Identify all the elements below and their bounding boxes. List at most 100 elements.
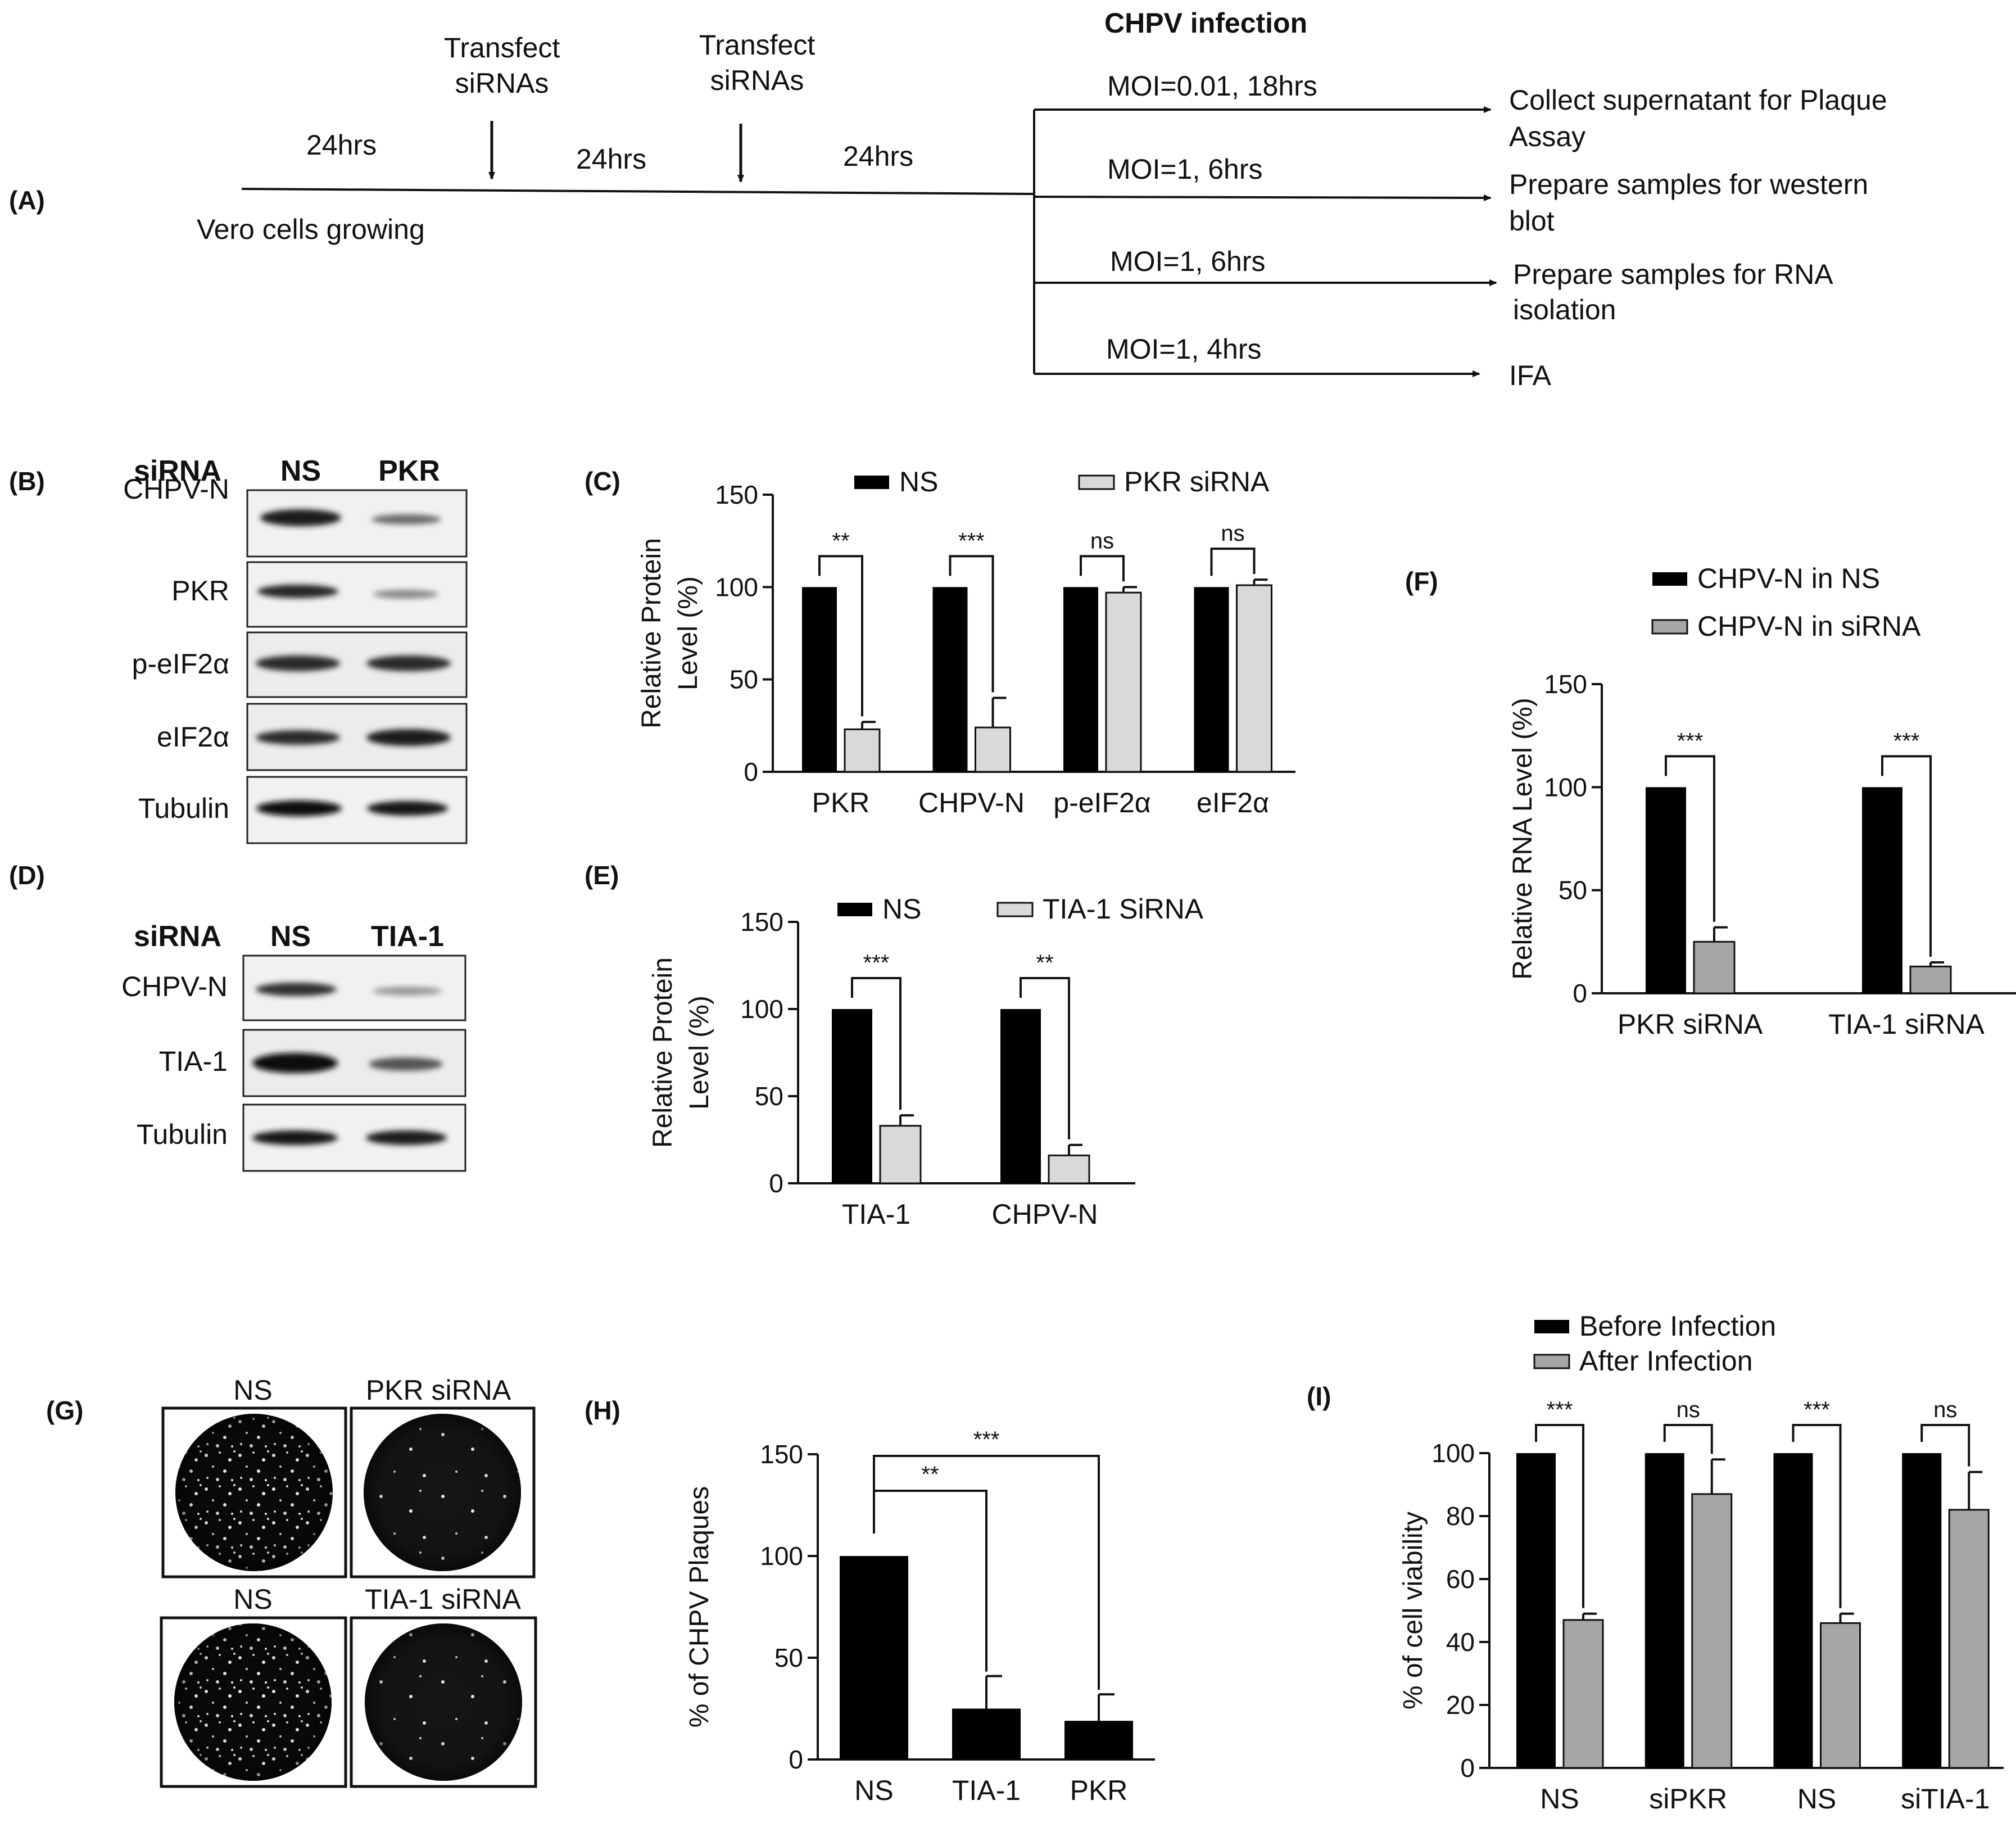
bar (1820, 1622, 1861, 1769)
y-tick-label: 100 (1431, 1439, 1475, 1468)
bar (840, 1556, 908, 1759)
branch-rna: MOI=1, 6hrs Prepare samples for RNA isol… (1034, 246, 1833, 325)
blot-b-row-header: siRNA (134, 455, 221, 487)
bar (1236, 584, 1272, 773)
y-axis-title: % of cell viability (1398, 1512, 1428, 1709)
legend-label: Before Infection (1579, 1310, 1776, 1342)
chart-i-cell-viability: 0 20 40 60 80 100 % of cell viability *** NS ns si… (1398, 1310, 2004, 1815)
blot-d-label-tia1: TIA-1 (159, 1046, 228, 1077)
blot-b-label-p-eif2a: p-eIF2α (132, 648, 229, 680)
bar (952, 1708, 1021, 1759)
y-axis-title: Level (%) (685, 996, 714, 1110)
significance-label: *** (1893, 729, 1920, 753)
bar (1646, 787, 1686, 993)
significance-label: ns (1221, 521, 1244, 546)
y-tick-label: 150 (760, 1440, 803, 1469)
y-tick-label: 0 (1573, 979, 1587, 1008)
branch-1-outcome-line2: Assay (1509, 121, 1585, 152)
plaque-label-ns-bottom: NS (233, 1584, 272, 1615)
significance-label: *** (973, 1427, 1000, 1452)
significance-label: ns (1090, 528, 1114, 553)
transfect-2-line1: Transfect (699, 29, 816, 61)
y-axis-title: Relative Protein (637, 538, 667, 729)
legend-label: CHPV-N in NS (1697, 563, 1880, 594)
legend-swatch (1652, 572, 1687, 586)
y-tick-label: 50 (1559, 876, 1587, 905)
x-tick-label: p-eIF2α (1053, 787, 1150, 818)
bar (879, 1125, 922, 1184)
y-tick-label: 100 (1544, 772, 1587, 802)
y-tick-label: 150 (740, 907, 783, 937)
significance-bracket (818, 555, 863, 717)
branch-4-outcome: IFA (1509, 360, 1552, 391)
significance-bracket (1881, 755, 1932, 957)
legend-swatch (996, 902, 1034, 917)
x-tick-label: siTIA-1 (1901, 1783, 1990, 1815)
panel-f-letter: (F) (1405, 567, 1438, 596)
blot-d-lane-ns: NS (270, 920, 311, 953)
y-tick-label: 150 (1544, 670, 1587, 699)
x-tick-label: NS (854, 1775, 893, 1806)
y-axis-title: Relative Protein (648, 957, 678, 1148)
blot-b-label-eif2a: eIF2α (157, 721, 229, 753)
panel-a-letter: (A) (9, 186, 45, 215)
significance-label: *** (958, 528, 985, 553)
x-tick-label: TIA-1 siRNA (1828, 1008, 1985, 1040)
significance-label: *** (1804, 1397, 1830, 1422)
plaque-label-pkr: PKR siRNA (366, 1374, 511, 1406)
blot-b-strip-tubulin: Tubulin (138, 776, 468, 844)
x-tick-label: PKR siRNA (1618, 1008, 1763, 1040)
blot-b-label-tubulin: Tubulin (138, 793, 229, 824)
significance-bracket (1210, 548, 1256, 576)
y-tick-label: 0 (789, 1745, 803, 1774)
bar (1773, 1453, 1813, 1768)
bar (1862, 787, 1902, 993)
duration-1: 24hrs (306, 129, 377, 161)
plaque-well-ns-bottom (160, 1616, 347, 1788)
bar (1691, 1493, 1733, 1769)
transfect-2-line2: siRNAs (710, 65, 804, 96)
significance-bracket (949, 555, 994, 693)
panel-e-letter: (E) (585, 861, 619, 890)
bar (1516, 1453, 1556, 1768)
bar (932, 587, 968, 772)
transfect-step-1: Transfect siRNAs (444, 32, 560, 180)
y-tick-label: 0 (769, 1169, 783, 1198)
y-axis-title: Level (%) (673, 576, 703, 690)
infection-header: CHPV infection (1104, 7, 1307, 39)
x-tick-label: NS (1540, 1783, 1579, 1815)
blot-b-strip-p-eif2a: p-eIF2α (132, 631, 468, 698)
x-tick-label: TIA-1 (842, 1198, 910, 1230)
legend-label: PKR siRNA (1124, 466, 1270, 497)
branch-2-outcome-line2: blot (1509, 205, 1555, 237)
panel-h-letter: (H) (585, 1396, 620, 1425)
y-tick-label: 0 (1460, 1753, 1475, 1783)
plaque-well-tia1 (350, 1616, 537, 1788)
y-tick-label: 0 (744, 757, 758, 786)
x-tick-label: CHPV-N (992, 1198, 1098, 1230)
blot-b-strip-eif2a: eIF2α (157, 703, 468, 771)
legend-label: NS (899, 466, 938, 497)
y-axis-title: % of CHPV Plaques (685, 1486, 714, 1728)
x-tick-label: TIA-1 (952, 1775, 1021, 1806)
blot-b-label-chpv-n: CHPV-N (123, 473, 229, 505)
chart-e-protein-tia1: 0 50 100 150 Relative Protein Level (%) *** TIA… (648, 893, 1204, 1230)
legend-swatch (854, 476, 889, 489)
timeline-line (241, 188, 1035, 195)
bar (1105, 591, 1142, 773)
panel-g-plaque-assay: (G) NS PKR siRNA NS TIA-1 siRNA (46, 1374, 537, 1788)
blot-b-lane-pkr: PKR (378, 455, 440, 487)
blot-d-strip-tubulin: Tubulin (137, 1103, 466, 1172)
significance-label: ** (832, 528, 849, 553)
legend-label: TIA-1 SiRNA (1043, 893, 1204, 925)
bar (1064, 1721, 1133, 1759)
blot-b-label-pkr: PKR (171, 575, 229, 607)
blot-d-label-tubulin: Tubulin (137, 1119, 228, 1150)
legend-label: NS (882, 893, 921, 925)
branch-western: MOI=1, 6hrs Prepare samples for western … (1034, 153, 1868, 237)
blot-d-strip-chpv-n: CHPV-N (121, 955, 466, 1021)
bar (975, 726, 1011, 773)
legend-swatch (1078, 474, 1115, 490)
x-tick-label: PKR (812, 787, 870, 818)
branch-1-outcome-line1: Collect supernatant for Plaque (1509, 84, 1887, 116)
